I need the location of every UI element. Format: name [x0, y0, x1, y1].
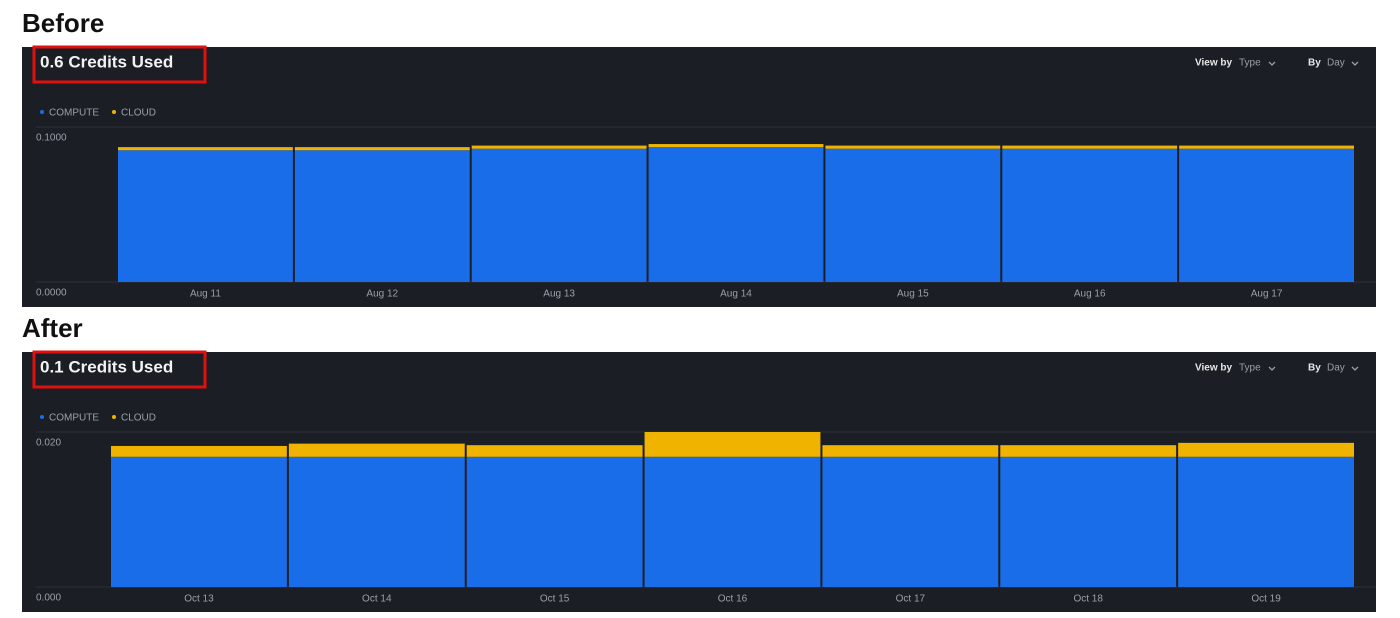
- bar-segment: [288, 443, 465, 457]
- bar-segment: [1000, 456, 1177, 587]
- legend-label: CLOUD: [121, 108, 156, 119]
- x-tick-label: Oct 14: [362, 594, 392, 605]
- x-tick-label: Oct 18: [1073, 594, 1103, 605]
- highlight-box: [32, 350, 207, 389]
- by-label[interactable]: By: [1308, 58, 1321, 69]
- bar-segment: [644, 456, 821, 587]
- y-tick-label: 0.020: [36, 438, 61, 449]
- x-tick-label: Aug 14: [720, 289, 752, 300]
- x-tick-label: Aug 16: [1074, 289, 1106, 300]
- chevron: [1351, 61, 1359, 66]
- view-by-value[interactable]: Type: [1239, 58, 1261, 69]
- bar-segment: [644, 432, 821, 457]
- x-tick-label: Aug 17: [1251, 289, 1283, 300]
- bar-segment: [822, 456, 999, 587]
- x-tick-label: Oct 15: [540, 594, 570, 605]
- legend-label: COMPUTE: [49, 413, 99, 424]
- x-tick-label: Aug 13: [543, 289, 575, 300]
- bar-segment: [1000, 445, 1177, 457]
- legend-label: CLOUD: [121, 413, 156, 424]
- bar-segment: [1002, 145, 1178, 149]
- y-tick-label: 0.000: [36, 593, 61, 604]
- view-by-value[interactable]: Type: [1239, 363, 1261, 374]
- bar-segment: [825, 145, 1001, 149]
- legend-swatch: [40, 110, 44, 114]
- bar-segment: [111, 445, 287, 457]
- x-tick-label: Oct 19: [1251, 594, 1281, 605]
- bar-segment: [118, 150, 293, 282]
- chevron: [1268, 366, 1276, 371]
- bar-segment: [466, 456, 643, 587]
- bar-segment: [294, 147, 470, 151]
- bar-segment: [825, 148, 1001, 282]
- bar-segment: [471, 148, 647, 282]
- credits-summary: 0.1 Credits Used: [40, 357, 173, 376]
- view-by-label[interactable]: View by: [1195, 363, 1232, 374]
- x-tick-label: Aug 11: [190, 289, 221, 300]
- legend-swatch: [112, 415, 116, 419]
- bar-segment: [1179, 145, 1354, 149]
- legend-label: COMPUTE: [49, 108, 99, 119]
- bar-segment: [294, 150, 470, 282]
- bar-segment: [288, 456, 465, 587]
- bar-segment: [648, 147, 824, 282]
- bar-segment: [471, 145, 647, 149]
- bar-segment: [1002, 148, 1178, 282]
- by-value[interactable]: Day: [1327, 58, 1345, 69]
- x-tick-label: Aug 15: [897, 289, 929, 300]
- highlight-box: [32, 45, 207, 84]
- bar-segment: [822, 445, 999, 457]
- x-tick-label: Aug 12: [366, 289, 398, 300]
- view-by-label[interactable]: View by: [1195, 58, 1232, 69]
- chevron: [1351, 366, 1359, 371]
- legend-swatch: [112, 110, 116, 114]
- legend-swatch: [40, 415, 44, 419]
- bar-segment: [1179, 148, 1354, 282]
- x-tick-label: Oct 16: [718, 594, 748, 605]
- section-heading: Before: [22, 8, 104, 38]
- credits-summary: 0.6 Credits Used: [40, 52, 173, 71]
- y-tick-label: 0.1000: [36, 133, 67, 144]
- bar-segment: [1178, 442, 1354, 457]
- bar-segment: [1178, 456, 1354, 587]
- x-tick-label: Oct 17: [896, 594, 926, 605]
- chevron: [1268, 61, 1276, 66]
- bar-segment: [648, 144, 824, 148]
- y-tick-label: 0.0000: [36, 288, 67, 299]
- bar-segment: [111, 456, 287, 587]
- bar-segment: [466, 445, 643, 457]
- bar-segment: [118, 147, 293, 151]
- x-tick-label: Oct 13: [184, 594, 214, 605]
- by-value[interactable]: Day: [1327, 363, 1345, 374]
- section-heading: After: [22, 313, 83, 343]
- by-label[interactable]: By: [1308, 363, 1321, 374]
